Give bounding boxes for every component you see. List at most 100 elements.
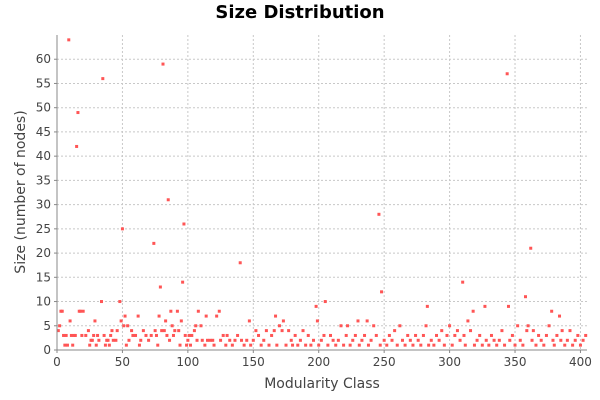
grid-lines (56, 35, 587, 351)
data-point (471, 309, 475, 313)
data-point (492, 338, 496, 342)
data-point (144, 333, 148, 337)
data-point (110, 329, 114, 333)
data-point (93, 319, 97, 323)
data-point (414, 333, 418, 337)
data-point (393, 329, 397, 333)
data-point (211, 338, 215, 342)
data-point (177, 329, 181, 333)
data-point (542, 343, 546, 347)
data-point (427, 343, 431, 347)
data-point (483, 304, 487, 308)
data-point (194, 324, 198, 328)
data-point (304, 343, 308, 347)
data-point (114, 338, 118, 342)
y-tick-label: 5 (43, 319, 51, 333)
data-point (147, 338, 151, 342)
data-point (463, 343, 467, 347)
y-tick-label: 20 (36, 246, 51, 260)
data-point (156, 343, 160, 347)
data-point (372, 324, 376, 328)
data-point (79, 309, 83, 313)
chart-title: Size Distribution (215, 2, 385, 23)
data-point (274, 314, 278, 318)
data-point (84, 333, 88, 337)
x-tick-label: 0 (53, 355, 61, 369)
data-point (339, 324, 343, 328)
data-point (555, 333, 559, 337)
data-point (195, 338, 199, 342)
data-point (90, 338, 94, 342)
data-point (245, 338, 249, 342)
data-point (547, 324, 551, 328)
data-point (115, 329, 119, 333)
y-tick-label: 60 (36, 52, 51, 66)
data-point (455, 329, 459, 333)
x-tick-label: 50 (115, 355, 130, 369)
data-point (190, 333, 194, 337)
data-point (296, 343, 300, 347)
data-point (568, 329, 572, 333)
data-point (119, 319, 123, 323)
data-point (275, 343, 279, 347)
data-point (530, 338, 534, 342)
data-point (97, 338, 101, 342)
data-point (374, 333, 378, 337)
data-point (181, 280, 185, 284)
data-point (111, 338, 115, 342)
data-point (365, 319, 369, 323)
data-point (289, 338, 293, 342)
data-point (56, 329, 60, 333)
data-point (130, 329, 134, 333)
data-point (403, 343, 407, 347)
data-point (369, 338, 373, 342)
data-point (326, 343, 330, 347)
data-point (390, 338, 394, 342)
data-point (450, 343, 454, 347)
data-point (472, 343, 476, 347)
data-point (505, 72, 509, 76)
data-point (257, 333, 261, 337)
y-tick-label: 55 (36, 76, 51, 90)
data-point (315, 319, 319, 323)
data-point (319, 338, 323, 342)
data-point (353, 333, 357, 337)
data-point (267, 343, 271, 347)
data-point (408, 338, 412, 342)
data-point (106, 338, 110, 342)
data-point (199, 324, 203, 328)
data-point (175, 309, 179, 313)
data-point (88, 343, 92, 347)
data-point (513, 343, 517, 347)
data-point (411, 343, 415, 347)
tick-labels: 0 5 10 15 20 25 30 35 40 45 50 55 60 0 50 100 150 200 250 3… (36, 52, 592, 369)
data-point (331, 338, 335, 342)
data-point (92, 333, 96, 337)
data-point (162, 329, 166, 333)
data-point (323, 300, 327, 304)
data-point (157, 314, 161, 318)
data-point (506, 304, 510, 308)
data-point (170, 324, 174, 328)
data-point (445, 333, 449, 337)
data-point (377, 212, 381, 216)
x-tick-label: 100 (176, 355, 199, 369)
data-point (179, 319, 183, 323)
data-point (380, 290, 384, 294)
data-point (448, 324, 452, 328)
data-point (395, 343, 399, 347)
data-point (518, 338, 522, 342)
data-point (425, 304, 429, 308)
data-point (63, 343, 67, 347)
plot-background (57, 35, 587, 350)
data-point (69, 333, 73, 337)
data-point (529, 246, 533, 250)
data-point (192, 329, 196, 333)
data-point (440, 329, 444, 333)
data-point (166, 198, 170, 202)
data-point (560, 329, 564, 333)
data-point (534, 343, 538, 347)
y-tick-label: 50 (36, 101, 51, 115)
data-point (400, 338, 404, 342)
data-point (284, 343, 288, 347)
